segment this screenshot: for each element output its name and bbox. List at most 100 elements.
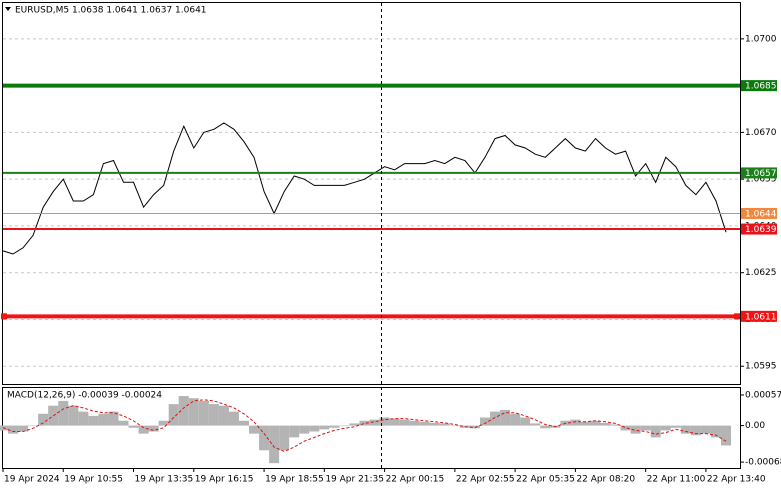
macd-bar <box>319 425 330 430</box>
x-tick-label: 22 Apr 02:55 <box>456 475 515 485</box>
level-label-box <box>741 167 777 179</box>
y-tick-label: -0.00068 <box>745 458 781 468</box>
x-tick-label: 22 Apr 08:20 <box>576 475 635 485</box>
macd-bar <box>98 413 109 426</box>
macd-bar <box>469 425 480 429</box>
macd-bar <box>369 419 380 426</box>
macd-bar <box>479 417 491 426</box>
macd-bar <box>720 425 732 446</box>
x-tick-label: 19 Apr 18:55 <box>265 475 324 485</box>
y-tick-label: 0.00057 <box>745 390 781 400</box>
y-tick-label: 0.00 <box>745 421 765 431</box>
macd-bar <box>650 425 661 438</box>
macd-bar <box>58 400 69 426</box>
x-tick-label: 22 Apr 00:15 <box>386 475 445 485</box>
macd-bar <box>660 425 671 431</box>
y-tick-label: 1.0670 <box>745 128 777 138</box>
macd-bar <box>228 411 239 426</box>
macd-bar <box>520 417 531 426</box>
macd-bar <box>379 417 390 426</box>
y-tick-label: 1.0655 <box>745 175 777 185</box>
level-label: 1.0639 <box>745 225 777 235</box>
macd-bar <box>439 423 450 426</box>
macd-bar <box>188 398 199 426</box>
x-tick-label: 22 Apr 11:00 <box>647 475 706 485</box>
x-tick-label: 22 Apr 05:35 <box>516 475 575 485</box>
macd-bar <box>148 425 159 432</box>
macd-bar <box>168 404 179 426</box>
macd-bar <box>640 425 651 431</box>
level-label: 1.0644 <box>745 209 777 219</box>
level-label: 1.0657 <box>745 169 777 179</box>
macd-bar <box>510 413 521 426</box>
macd-bar <box>138 425 149 434</box>
macd-bar <box>88 415 99 426</box>
menu-arrow[interactable] <box>5 7 11 11</box>
macd-bar <box>680 425 691 434</box>
x-tick-label: 19 Apr 16:15 <box>195 475 254 485</box>
macd-bar <box>279 425 290 451</box>
chart-title: EURUSD,M5 1.0638 1.0641 1.0637 1.0641 <box>15 6 207 16</box>
macd-bar <box>590 420 601 426</box>
macd-bar <box>500 410 511 426</box>
price-line <box>2 122 727 255</box>
macd-bar <box>218 405 229 426</box>
macd-bar <box>108 411 119 426</box>
level-label: 1.0685 <box>745 82 777 92</box>
level-end <box>734 313 740 320</box>
macd-bar <box>198 400 209 426</box>
macd-bar <box>490 411 501 426</box>
macd-bar <box>600 422 611 426</box>
x-tick-label: 22 Apr 13:40 <box>707 475 766 485</box>
macd-bar <box>128 425 139 428</box>
macd-bar <box>8 425 19 434</box>
macd-bar <box>309 425 320 432</box>
macd-bar <box>178 396 189 426</box>
macd-bar <box>700 425 711 434</box>
x-tick-label: 19 Apr 2024 <box>4 475 60 485</box>
macd-bar <box>158 420 169 426</box>
level-label-box <box>741 310 777 322</box>
macd-panel <box>2 387 741 469</box>
macd-bar <box>289 425 300 438</box>
macd-bar <box>670 425 681 428</box>
macd-bar <box>710 425 721 438</box>
macd-bar <box>540 425 551 429</box>
macd-bar <box>28 425 39 427</box>
y-tick-label: 1.0595 <box>745 362 777 372</box>
macd-bar <box>630 425 641 434</box>
y-tick-label: 1.0700 <box>745 34 777 44</box>
macd-bar <box>349 423 360 426</box>
macd-bar <box>530 423 541 426</box>
x-tick-label: 19 Apr 13:35 <box>135 475 194 485</box>
level-label-box <box>741 207 777 219</box>
macd-bar <box>449 425 460 427</box>
level-label: 1.0611 <box>745 312 777 322</box>
macd-bar <box>620 425 631 431</box>
macd-bar <box>208 404 219 426</box>
macd-bar <box>68 405 79 426</box>
macd-bar <box>339 425 350 427</box>
macd-bar <box>359 420 370 426</box>
x-tick-label: 19 Apr 21:35 <box>325 475 384 485</box>
macd-bar <box>399 419 410 426</box>
level-label-box <box>741 80 777 92</box>
layer: 1.05951.06101.06251.06401.06551.06701.06… <box>0 34 781 485</box>
macd-bar <box>329 425 340 428</box>
x-tick-label: 19 Apr 10:55 <box>64 475 123 485</box>
macd-bar <box>299 425 310 434</box>
macd-bar <box>429 422 440 426</box>
macd-bar <box>580 421 591 426</box>
macd-bar <box>238 420 250 426</box>
level-label-box <box>741 223 777 235</box>
macd-bar <box>259 425 270 451</box>
main-panel <box>2 2 741 385</box>
macd-bar <box>78 411 89 426</box>
macd-bar <box>18 425 29 432</box>
y-tick-label: 1.0625 <box>745 268 777 278</box>
macd-bar <box>38 413 49 426</box>
macd-bar <box>389 418 400 426</box>
macd-bar <box>409 420 420 426</box>
